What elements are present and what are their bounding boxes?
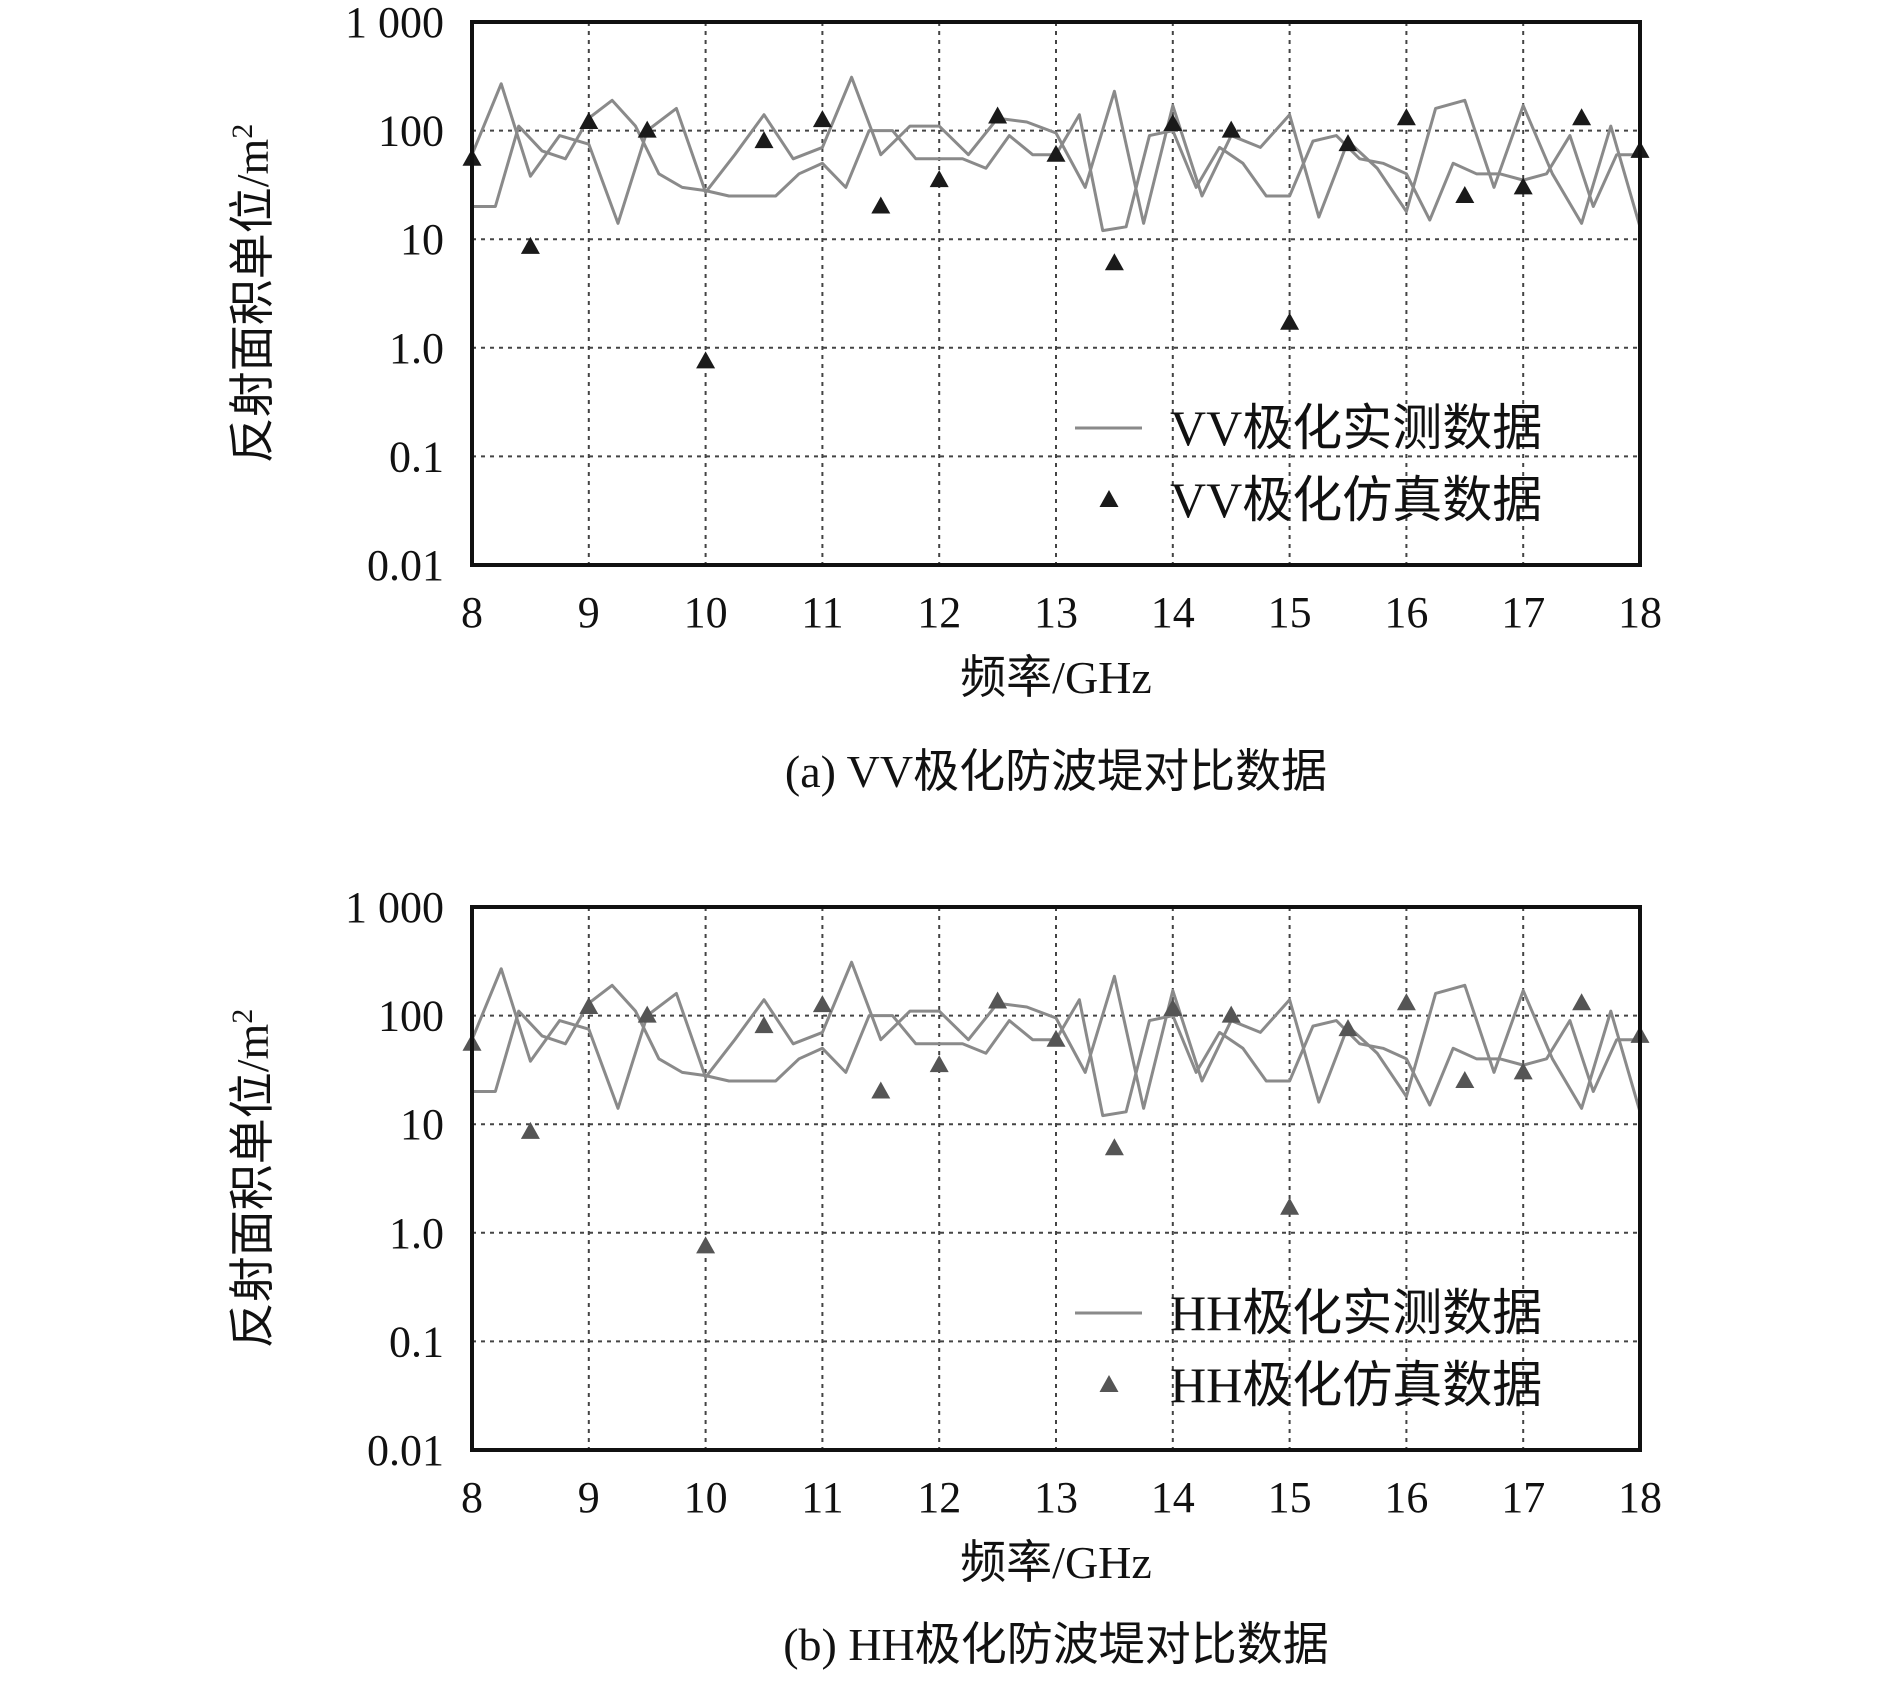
y-tick-labels: 0.01 0.1 1.0 10 100 1 000: [345, 0, 444, 590]
series-marker-point: [1572, 108, 1592, 126]
x-tick-label: 9: [578, 1473, 600, 1522]
series-marker-point: [1280, 1197, 1300, 1215]
series-layer: [462, 75, 1650, 369]
series-marker-point: [1104, 1138, 1124, 1156]
series-line: [470, 960, 1642, 1113]
y-tick-label: 1 000: [345, 883, 444, 932]
x-tick-label: 17: [1501, 588, 1545, 637]
plot-frame: [470, 905, 1642, 1452]
y-tick-label: 0.01: [367, 541, 444, 590]
series-marker-point: [1046, 1029, 1066, 1047]
x-tick-label: 9: [578, 588, 600, 637]
y-axis-label: 反射面积单位/m2: [226, 124, 279, 464]
series-marker-point: [754, 131, 774, 149]
series-marker-point: [1572, 993, 1592, 1011]
series-marker-point: [1163, 114, 1183, 132]
x-tick-label: 16: [1384, 1473, 1428, 1522]
x-tick-label: 12: [917, 1473, 961, 1522]
series-marker-point: [1396, 108, 1416, 126]
series-marker-point: [1396, 993, 1416, 1011]
series-marker-point: [929, 1055, 949, 1073]
x-tick-label: 15: [1268, 588, 1312, 637]
plot-frame: [470, 20, 1642, 567]
legend-label-measured: HH极化实测数据: [1170, 1285, 1542, 1341]
series-marker-point: [1221, 120, 1241, 138]
series-marker-point: [520, 236, 540, 254]
legend: VV极化实测数据 VV极化仿真数据: [1075, 400, 1542, 528]
series-marker-point: [871, 1081, 891, 1099]
x-tick-labels: 8 9 10 11 12 13 14 15 16 17 18: [461, 588, 1662, 637]
series-marker-point: [1513, 177, 1533, 195]
x-axis-label: 频率/GHz: [960, 1537, 1152, 1588]
series-marker-point: [696, 1236, 716, 1254]
chart-caption: (a) VV极化防波堤对比数据: [785, 746, 1327, 797]
x-axis-label: 频率/GHz: [960, 652, 1152, 703]
y-tick-label: 100: [378, 107, 444, 156]
series-marker-point: [1455, 185, 1475, 203]
series-marker-point: [1221, 1005, 1241, 1023]
series-marker-point: [988, 106, 1008, 124]
series-marker-point: [1338, 134, 1358, 152]
legend-triangle-marker: [1099, 1375, 1119, 1392]
legend-label-simulated: HH极化仿真数据: [1170, 1357, 1542, 1413]
y-tick-label: 1 000: [345, 0, 444, 47]
y-tick-label: 10: [400, 215, 444, 264]
series-marker-point: [1280, 312, 1300, 330]
x-tick-label: 14: [1151, 588, 1195, 637]
y-tick-label: 100: [378, 992, 444, 1041]
series-marker-point: [579, 997, 599, 1015]
x-tick-label: 8: [461, 588, 483, 637]
series-marker-point: [696, 351, 716, 369]
x-tick-label: 11: [801, 588, 843, 637]
x-tick-label: 13: [1034, 1473, 1078, 1522]
series-marker-point: [871, 196, 891, 214]
x-tick-label: 15: [1268, 1473, 1312, 1522]
y-tick-label: 0.01: [367, 1426, 444, 1475]
series-marker-point: [1338, 1019, 1358, 1037]
series-marker-point: [579, 112, 599, 130]
x-tick-label: 18: [1618, 1473, 1662, 1522]
series-marker-point: [1163, 999, 1183, 1017]
series-marker-point: [812, 995, 832, 1013]
x-tick-label: 16: [1384, 588, 1428, 637]
chart-panel-vv: 8 9 10 11 12 13 14 15 16 17 18 0.01 0.1 1.0 10 100 1 00…: [226, 0, 1663, 797]
x-tick-label: 13: [1034, 588, 1078, 637]
y-tick-label: 0.1: [389, 1317, 444, 1366]
chart-caption: (b) HH极化防波堤对比数据: [783, 1619, 1329, 1670]
series-marker-point: [1046, 144, 1066, 162]
y-tick-label: 1.0: [389, 324, 444, 373]
legend-label-simulated: VV极化仿真数据: [1170, 472, 1542, 528]
x-tick-label: 14: [1151, 1473, 1195, 1522]
legend-label-measured: VV极化实测数据: [1170, 400, 1542, 456]
x-tick-label: 12: [917, 588, 961, 637]
y-tick-label: 0.1: [389, 432, 444, 481]
chart-panel-hh: 8 9 10 11 12 13 14 15 16 17 18 0.01 0.1 1.0 10 100 1 00…: [226, 883, 1663, 1670]
legend-triangle-marker: [1099, 490, 1119, 507]
series-marker-point: [1104, 253, 1124, 271]
y-tick-label: 1.0: [389, 1209, 444, 1258]
x-tick-labels: 8 9 10 11 12 13 14 15 16 17 18: [461, 1473, 1662, 1522]
y-axis-label: 反射面积单位/m2: [226, 1009, 279, 1349]
series-marker-point: [1455, 1070, 1475, 1088]
x-tick-label: 10: [684, 588, 728, 637]
series-marker-point: [1513, 1062, 1533, 1080]
x-tick-label: 18: [1618, 588, 1662, 637]
series-marker-point: [988, 991, 1008, 1009]
y-tick-label: 10: [400, 1100, 444, 1149]
x-tick-label: 11: [801, 1473, 843, 1522]
series-marker-point: [637, 1005, 657, 1023]
legend: HH极化实测数据 HH极化仿真数据: [1075, 1285, 1542, 1413]
series-marker-point: [929, 170, 949, 188]
series-marker-point: [520, 1121, 540, 1139]
x-tick-label: 10: [684, 1473, 728, 1522]
y-tick-labels: 0.01 0.1 1.0 10 100 1 000: [345, 883, 444, 1475]
x-tick-label: 17: [1501, 1473, 1545, 1522]
series-line: [470, 75, 1642, 228]
series-marker-point: [754, 1016, 774, 1034]
series-marker-point: [812, 110, 832, 128]
x-tick-label: 8: [461, 1473, 483, 1522]
series-marker-point: [637, 120, 657, 138]
